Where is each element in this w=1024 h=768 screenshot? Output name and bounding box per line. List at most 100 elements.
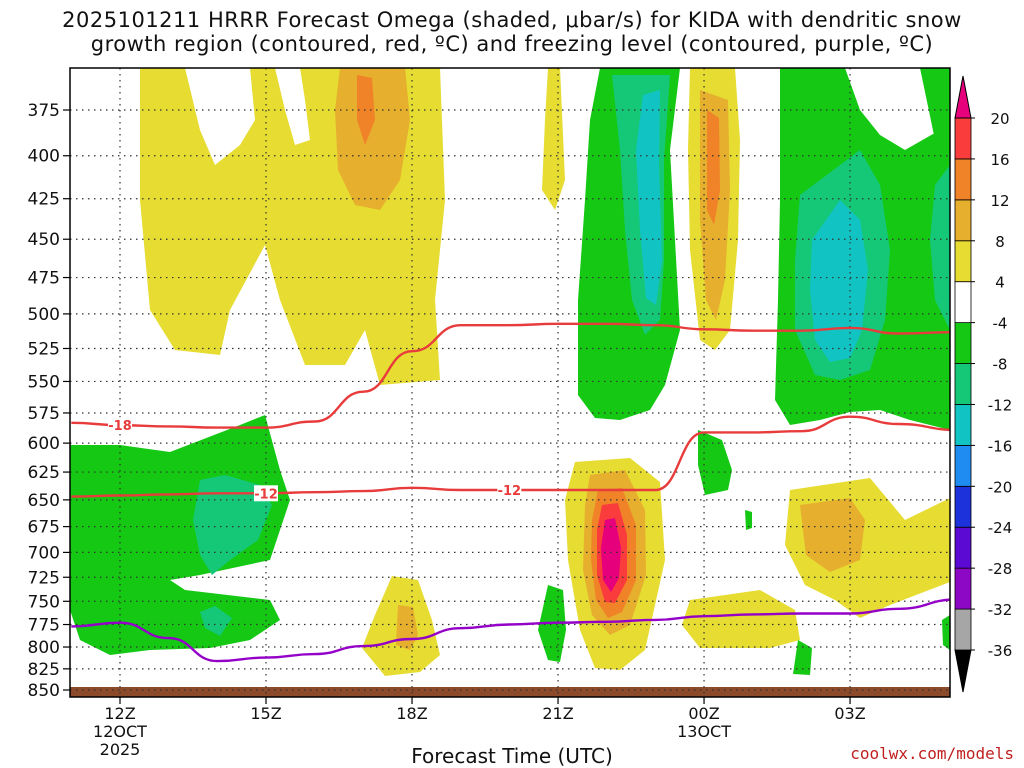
colorbar-segment bbox=[954, 404, 972, 446]
y-tick-label: 825 bbox=[28, 660, 60, 680]
y-tick-label: 525 bbox=[28, 339, 60, 359]
omega-region-descent-03z-cut2 bbox=[920, 68, 950, 140]
colorbar-segment bbox=[954, 444, 972, 487]
x-tick-label: 18Z bbox=[396, 704, 427, 723]
colorbar-label: -12 bbox=[988, 396, 1013, 414]
y-tick-label: 575 bbox=[28, 404, 60, 424]
colorbar-label: -16 bbox=[988, 437, 1013, 455]
y-tick-label: 700 bbox=[28, 543, 60, 563]
colorbar-segment bbox=[954, 649, 972, 693]
omega-region-descent-04z-low bbox=[942, 615, 950, 650]
plot-frame bbox=[69, 67, 951, 698]
colorbar-label: -36 bbox=[988, 642, 1013, 660]
colorbar-label: 16 bbox=[990, 151, 1009, 169]
omega-region-ascent-03z-low-inner bbox=[800, 498, 865, 572]
omega-gap bbox=[275, 68, 310, 145]
colorbar: -36 -32 -28 -24 -20 -16 -12 -8 -4 4 8 12 16 20 bbox=[954, 75, 1013, 693]
colorbar-segment bbox=[954, 526, 972, 569]
omega-region-descent-03z-cut bbox=[845, 68, 940, 150]
colorbar-segment bbox=[954, 485, 972, 528]
x-tick-label: 03Z bbox=[834, 704, 865, 723]
y-tick-label: 600 bbox=[28, 434, 60, 454]
isotherm-labels: -18 -12 -12 bbox=[108, 417, 522, 502]
omega-region-descent-lower-left-inner bbox=[193, 475, 272, 575]
y-tick-label: 850 bbox=[28, 681, 60, 701]
isotherm-label-bg bbox=[108, 417, 132, 434]
credit-link[interactable]: coolwx.com/models bbox=[850, 744, 1014, 763]
x-tick-date: 13OCT bbox=[677, 722, 731, 741]
x-tick-label: 21Z bbox=[542, 704, 573, 723]
x-tick-year: 2025 bbox=[100, 740, 141, 759]
chart-title-line-2: growth region (contoured, red, ºC) and f… bbox=[90, 32, 934, 56]
colorbar-segment bbox=[954, 281, 972, 324]
colorbar-segment bbox=[954, 240, 972, 283]
omega-region-descent-00z-low bbox=[698, 430, 732, 495]
x-tick-label: 12Z bbox=[104, 704, 135, 723]
y-tick-label: 800 bbox=[28, 638, 60, 658]
colorbar-label: -8 bbox=[993, 356, 1008, 374]
isotherm-label: -18 bbox=[108, 419, 132, 434]
colorbar-segment bbox=[954, 199, 972, 242]
omega-region-descent-01z-low bbox=[793, 640, 812, 675]
colorbar-segment bbox=[954, 75, 972, 119]
isotherm-label: -12 bbox=[498, 484, 522, 499]
chart-title-line-1: 2025101211 HRRR Forecast Omega (shaded, … bbox=[62, 8, 962, 32]
colorbar-segment bbox=[954, 363, 972, 405]
omega-gap bbox=[185, 68, 255, 165]
y-tick-label: 475 bbox=[28, 269, 60, 289]
y-tick-label: 750 bbox=[28, 592, 60, 612]
omega-region-descent-00z-low bbox=[745, 510, 752, 530]
omega-region-descent-04z-edge bbox=[930, 165, 950, 330]
x-axis-label: Forecast Time (UTC) bbox=[411, 744, 613, 768]
colorbar-segment bbox=[954, 322, 972, 364]
isotherm-line-0 bbox=[71, 322, 950, 429]
colorbar-label: -20 bbox=[988, 478, 1013, 496]
isotherm-label: -12 bbox=[254, 487, 278, 502]
y-tick-label: 500 bbox=[28, 305, 60, 325]
omega-region-descent-03z-inner bbox=[810, 200, 868, 362]
omega-region-ascent-core-17z-inner bbox=[357, 75, 375, 145]
colorbar-segment bbox=[954, 567, 972, 610]
isotherm-label-bg bbox=[254, 485, 279, 502]
colorbar-label: -4 bbox=[993, 315, 1008, 333]
y-tick-label: 625 bbox=[28, 463, 60, 483]
omega-shading bbox=[70, 68, 950, 697]
isotherm-line-2 bbox=[71, 598, 950, 663]
colorbar-label: -28 bbox=[988, 560, 1013, 578]
omega-region-descent-lower-left bbox=[70, 415, 290, 655]
y-tick-label: 425 bbox=[28, 190, 60, 210]
colorbar-label: -32 bbox=[988, 601, 1013, 619]
y-tick-label: 775 bbox=[28, 616, 60, 636]
omega-region-descent-22z-inner bbox=[636, 90, 662, 305]
y-tick-label: 450 bbox=[28, 230, 60, 250]
y-tick-label: 550 bbox=[28, 372, 60, 392]
omega-region-ascent-core-17z bbox=[335, 68, 410, 210]
colorbar-label: 8 bbox=[995, 233, 1005, 251]
terrain-strip bbox=[70, 687, 950, 697]
colorbar-segment bbox=[954, 158, 972, 201]
omega-region-ascent-22z-24 bbox=[601, 518, 621, 592]
colorbar-segment bbox=[954, 608, 972, 651]
omega-region-ascent-00z-low bbox=[682, 590, 800, 648]
x-tick-date: 12OCT bbox=[93, 722, 147, 741]
colorbar-label: -24 bbox=[988, 519, 1013, 537]
x-tick-label: 00Z bbox=[688, 704, 719, 723]
omega-region-ascent-00z-core bbox=[707, 110, 720, 225]
omega-region-descent-lower-left-inner bbox=[200, 606, 232, 636]
x-tick-label: 15Z bbox=[250, 704, 281, 723]
y-tick-label: 650 bbox=[28, 491, 60, 511]
colorbar-label: 20 bbox=[990, 110, 1009, 128]
y-axis: 375 400 425 450 475 500 525 550 575 600 625 650 675 7… bbox=[28, 101, 70, 701]
colorbar-segment bbox=[954, 117, 972, 160]
omega-region-ascent-21z-upper bbox=[542, 68, 565, 210]
y-tick-label: 725 bbox=[28, 568, 60, 588]
gridlines bbox=[70, 68, 950, 697]
y-tick-label: 400 bbox=[28, 147, 60, 167]
y-tick-label: 375 bbox=[28, 101, 60, 121]
isotherm-label-bg bbox=[497, 481, 522, 498]
y-tick-label: 675 bbox=[28, 518, 60, 538]
colorbar-label: 12 bbox=[990, 192, 1009, 210]
